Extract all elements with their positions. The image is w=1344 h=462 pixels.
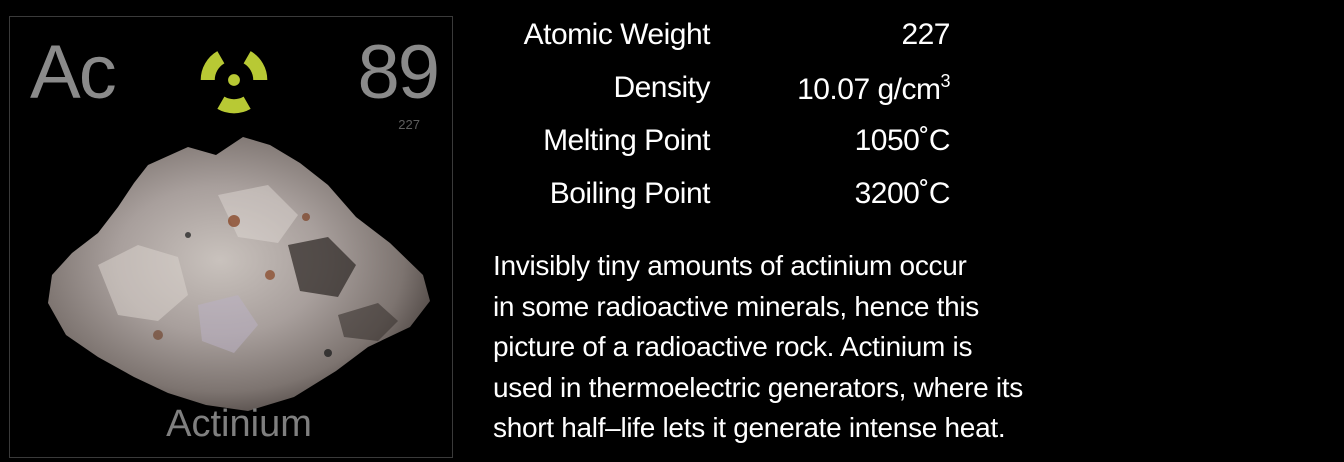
- description-line: in some radioactive minerals, hence this: [493, 290, 980, 322]
- property-row-boiling-point: Boiling Point 3200˚C: [470, 175, 970, 228]
- property-value: 10.07 g/cm3: [797, 71, 950, 106]
- unit-superscript: 3: [940, 71, 950, 91]
- atomic-number: 89: [357, 30, 440, 115]
- property-label: Density: [613, 71, 710, 104]
- description-line: used in thermoelectric generators, where…: [493, 371, 1023, 403]
- element-tile: Ac 89 227 Actinium: [9, 16, 453, 458]
- atomic-weight-small: 227: [398, 117, 420, 132]
- property-label: Boiling Point: [549, 177, 711, 210]
- description-line: Invisibly tiny amounts of actinium occur: [493, 250, 967, 281]
- property-value: 3200˚C: [854, 177, 951, 210]
- property-label: Melting Point: [543, 124, 710, 157]
- element-name: Actinium: [166, 403, 312, 445]
- element-description: Invisibly tiny amounts of actinium occur…: [493, 246, 1193, 449]
- description-line: picture of a radioactive rock. Actinium …: [493, 331, 973, 362]
- element-symbol: Ac: [30, 30, 117, 115]
- property-row-atomic-weight: Atomic Weight 227: [470, 16, 970, 69]
- description-line: short half–life lets it generate intense…: [493, 412, 1006, 443]
- property-label: Atomic Weight: [523, 18, 711, 51]
- property-row-melting-point: Melting Point 1050˚C: [470, 122, 970, 175]
- radiation-icon: [200, 51, 268, 114]
- property-value: 1050˚C: [854, 124, 951, 157]
- mineral-rock-image: [48, 137, 430, 411]
- properties-table: Atomic Weight 227 Density 10.07 g/cm3 Me…: [470, 16, 970, 228]
- property-value: 227: [901, 18, 950, 51]
- property-row-density: Density 10.07 g/cm3: [470, 69, 970, 122]
